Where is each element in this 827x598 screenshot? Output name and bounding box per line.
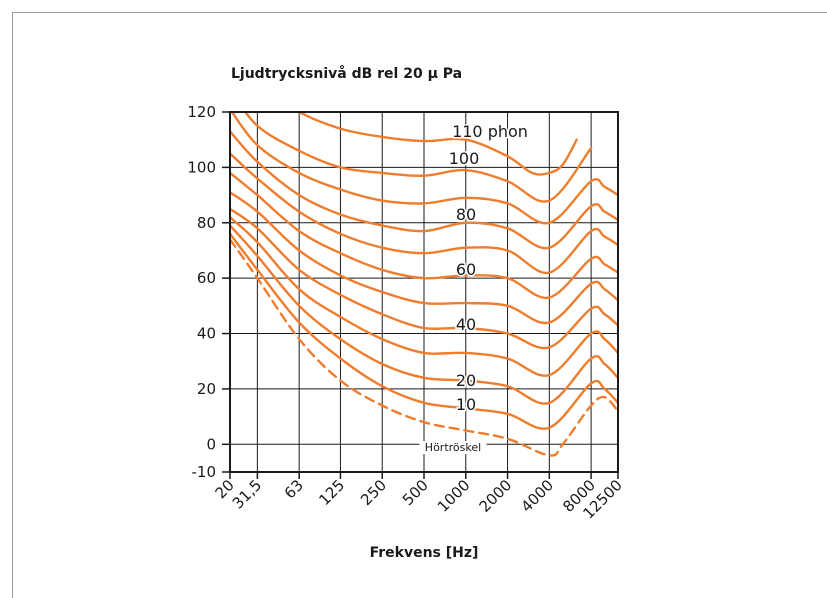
y-tick-label: 120 (187, 103, 216, 121)
y-tick-label: -10 (192, 463, 217, 481)
x-tick-label: 4000 (517, 476, 557, 516)
curve-90 (230, 112, 618, 225)
x-tick-label: 125 (315, 476, 348, 509)
curve-50 (230, 191, 618, 325)
curve-labels: 110 phon 100 80 60 40 20 10 Hörtröskel (419, 121, 529, 454)
x-tick-label: 31,5 (229, 476, 265, 512)
x-tick-label: 250 (357, 476, 390, 509)
curve-label-110-phon: 110 phon (452, 122, 528, 141)
y-tick-label: 40 (197, 325, 216, 343)
curve-label-20: 20 (456, 371, 476, 390)
y-tick-label: 80 (197, 214, 216, 232)
y-tick-label: 0 (206, 435, 216, 453)
loudness-curves (230, 112, 618, 457)
curve-hörtröskel (230, 238, 618, 457)
curve-label-40: 40 (456, 315, 476, 334)
chart-title: Ljudtrycksnivå dB rel 20 µ Pa (231, 65, 462, 82)
y-tick-label: 60 (197, 269, 216, 287)
curve-20 (230, 224, 618, 405)
y-tick-label: 20 (197, 380, 216, 398)
curve-30 (230, 216, 618, 377)
x-tick-label: 1000 (434, 476, 474, 516)
curve-100 (243, 112, 593, 203)
threshold-label-background (419, 441, 487, 454)
curve-40 (230, 207, 618, 350)
curve-60 (230, 171, 618, 299)
y-axis-ticks: 120 100 80 60 40 20 0 -10 (187, 103, 230, 481)
y-tick-label: 100 (187, 158, 216, 176)
x-tick-label: 500 (399, 476, 432, 509)
x-axis-label: Frekvens [Hz] (370, 545, 479, 561)
figure-frame (12, 12, 827, 598)
curve-80 (230, 130, 618, 250)
curve-label-hörtröskel: Hörtröskel (425, 441, 481, 454)
curve-label-100: 100 (449, 149, 480, 168)
curve-110-phon (296, 112, 578, 176)
curve-label-80: 80 (456, 205, 476, 224)
curve-70 (230, 152, 618, 274)
curve-label-60: 60 (456, 260, 476, 279)
curve-label-10: 10 (456, 395, 476, 414)
x-tick-label: 63 (281, 476, 307, 502)
curve-10 (230, 232, 618, 430)
x-tick-label: 2000 (476, 476, 516, 516)
